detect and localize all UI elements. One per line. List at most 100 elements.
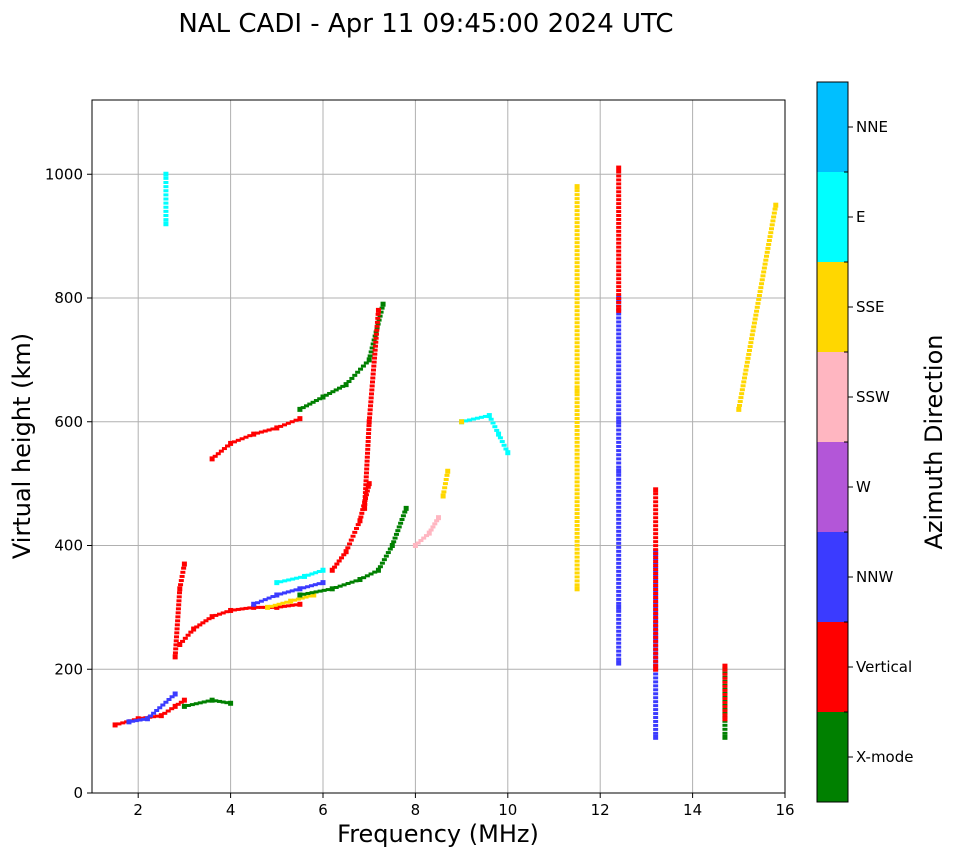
fill-high-right-sse-0-42 (766, 242, 772, 246)
fill-col-12.4-vertical-0-22 (616, 221, 622, 225)
fill-f2-upper-vertical-vert-0-6 (363, 483, 369, 487)
fill-col-14.7-vertical-0-3 (722, 705, 728, 709)
fill-f2-lower-vertical-2-8 (364, 489, 370, 493)
fill-col-11.5-sse-1-12 (574, 341, 580, 345)
fill-f2-lower-xmode-2-3 (368, 572, 374, 576)
fill-col-11.5-sse-1-43 (574, 217, 580, 221)
fill-col-12.4-vertical-0-21 (616, 225, 622, 229)
fill-col-11.5-sse-1-6 (574, 365, 580, 369)
fill-f1-trace-vertical-cusp-0-6 (174, 631, 180, 635)
fill-f2-lower-xmode-0-3 (309, 591, 315, 595)
fill-f2-lower-xmode-1-5 (349, 580, 355, 584)
fill-f1-trace-vertical-cusp-0-13 (176, 603, 182, 607)
fill-e-spurious-0-3 (163, 209, 169, 213)
fill-col-12.4-nnw-0-10 (616, 621, 622, 625)
fill-col-11.5-sse-1-9 (574, 353, 580, 357)
fill-col-12.4-nnw-0-1 (616, 657, 622, 661)
fill-col-12.4-nnw-3-2 (616, 412, 622, 416)
point-f2-upper-xmode-3 (366, 357, 372, 363)
fill-col-12.4-vertical-0-9 (616, 273, 622, 277)
x-tick-label-8: 8 (411, 801, 421, 819)
fill-col-12.4-nnw-3-18 (616, 348, 622, 352)
fill-f2-upper-xmode-2-6 (360, 364, 366, 368)
fill-f2-upper-vertical-vert-0-14 (365, 451, 371, 455)
fill-col-11.5-sse-0-5 (574, 567, 580, 571)
fill-col-11.5-sse-1-49 (574, 193, 580, 197)
fill-col-12.4-nnw-3-6 (616, 396, 622, 400)
fill-f1-trace-vertical-cusp-0-12 (175, 607, 181, 611)
fill-col-13.2-vertical-0-3 (653, 655, 659, 659)
fill-f2-lower-xmode-4-5 (396, 525, 402, 529)
colorbar-swatch-E (817, 172, 848, 262)
fill-col-13.2-nnw-0-5 (653, 716, 659, 720)
fill-col-12.4-nnw-3-19 (616, 344, 622, 348)
fill-col-12.4-nnw-1-21 (616, 521, 622, 525)
fill-high-right-sse-0-9 (742, 372, 748, 376)
fill-f1-trace-e-1-1 (305, 573, 311, 577)
fill-col-13.2-vertical-0-36 (653, 524, 659, 528)
fill-col-12.4-nnw-0-6 (616, 637, 622, 641)
fill-col-12.4-nnw-1-28 (616, 493, 622, 497)
point-f2-upper-vertical-2 (251, 431, 257, 437)
fill-f2-upper-vertical-vert-1-20 (373, 340, 379, 344)
fill-col-12.4-nnw-0-2 (616, 653, 622, 657)
fill-f2-upper-vertical-1-2 (235, 438, 241, 442)
fill-col-13.2-nnw-1-21 (653, 554, 659, 558)
fill-col-11.5-sse-1-31 (574, 265, 580, 269)
fill-col-12.4-nnw-2-5 (616, 449, 622, 453)
point-f2-lower-xmode-5 (403, 505, 409, 511)
fill-col-12.4-vertical-0-3 (616, 297, 622, 301)
colorbar-label-X-mode: X-mode (856, 748, 913, 766)
point-f2-lower-xmode-4 (389, 543, 395, 548)
fill-col-13.2-nnw-0-7 (653, 708, 659, 712)
fill-f1-trace-vertical-cusp-0-4 (173, 639, 179, 643)
fill-f1-trace-vertical-cusp-1-5 (181, 566, 187, 570)
fill-col-12.4-nnw-3-12 (616, 372, 622, 376)
fill-col-12.4-nnw-1-18 (616, 533, 622, 537)
fill-col-11.5-sse-0-2 (574, 579, 580, 583)
fill-f1-trace-mixed-nnw-0-1 (255, 601, 261, 605)
fill-col-12.4-nnw-1-33 (616, 473, 622, 477)
fill-e-spurious-0-1 (163, 218, 169, 222)
fill-f2-upper-vertical-vert-1-10 (370, 380, 375, 384)
fill-f2-sse-tail-0-1 (441, 490, 447, 494)
point-f1-trace-vertical-3 (228, 607, 234, 613)
fill-f2-upper-xmode-1-4 (333, 388, 339, 392)
fill-f2-upper-vertical-vert-1-12 (370, 372, 376, 376)
fill-f1-trace-e-1-4 (316, 569, 322, 573)
fill-col-13.2-nnw-0-12 (653, 688, 659, 692)
fill-f2-upper-xmode-3-13 (379, 306, 385, 310)
colorbar-swatch-X-mode (817, 712, 848, 802)
fill-col-13.2-nnw-0-2 (653, 727, 659, 731)
fill-col-13.2-vertical-0-29 (653, 552, 659, 556)
fill-high-right-sse-0-39 (764, 254, 770, 258)
y-tick-label-0: 0 (73, 784, 83, 802)
fill-f1-trace-vertical-3-2 (235, 607, 241, 611)
fill-col-13.2-vertical-0-31 (653, 544, 659, 548)
fill-col-13.2-vertical-0-44 (653, 492, 659, 496)
fill-low-trace-xmode-0-6 (205, 699, 211, 703)
fill-col-13.2-vertical-0-8 (653, 635, 659, 639)
fill-col-11.5-sse-1-3 (574, 377, 580, 381)
fill-high-right-sse-0-44 (767, 235, 773, 239)
fill-col-13.2-vertical-0-30 (653, 548, 659, 552)
fill-col-12.4-nnw-1-10 (616, 565, 622, 569)
fill-col-12.4-nnw-3-23 (616, 328, 622, 332)
fill-f2-e-cluster-2-3 (501, 443, 507, 447)
fill-col-13.2-vertical-0-26 (653, 564, 659, 568)
fill-col-12.4-nnw-2-11 (616, 424, 622, 428)
fill-col-12.4-nnw-0-12 (616, 613, 622, 617)
fill-col-12.4-nnw-2-8 (616, 436, 622, 440)
fill-col-12.4-nnw-1-19 (616, 529, 622, 533)
point-f2-e-cluster-2 (496, 431, 502, 437)
fill-f2-lower-vertical-2-6 (363, 496, 369, 500)
fill-col-12.4-nnw-1-9 (616, 569, 622, 573)
fill-low-trace-vertical-2-3 (169, 707, 175, 711)
fill-f2-upper-xmode-0-4 (310, 400, 316, 404)
fill-high-right-sse-0-12 (744, 360, 750, 364)
fill-col-12.4-nnw-1-8 (616, 573, 622, 577)
fill-f1-trace-sse-0-4 (280, 601, 286, 605)
fill-f1-trace-vertical-2-4 (224, 610, 230, 614)
fill-high-right-sse-0-32 (759, 282, 765, 286)
fill-high-right-sse-0-48 (770, 219, 776, 223)
